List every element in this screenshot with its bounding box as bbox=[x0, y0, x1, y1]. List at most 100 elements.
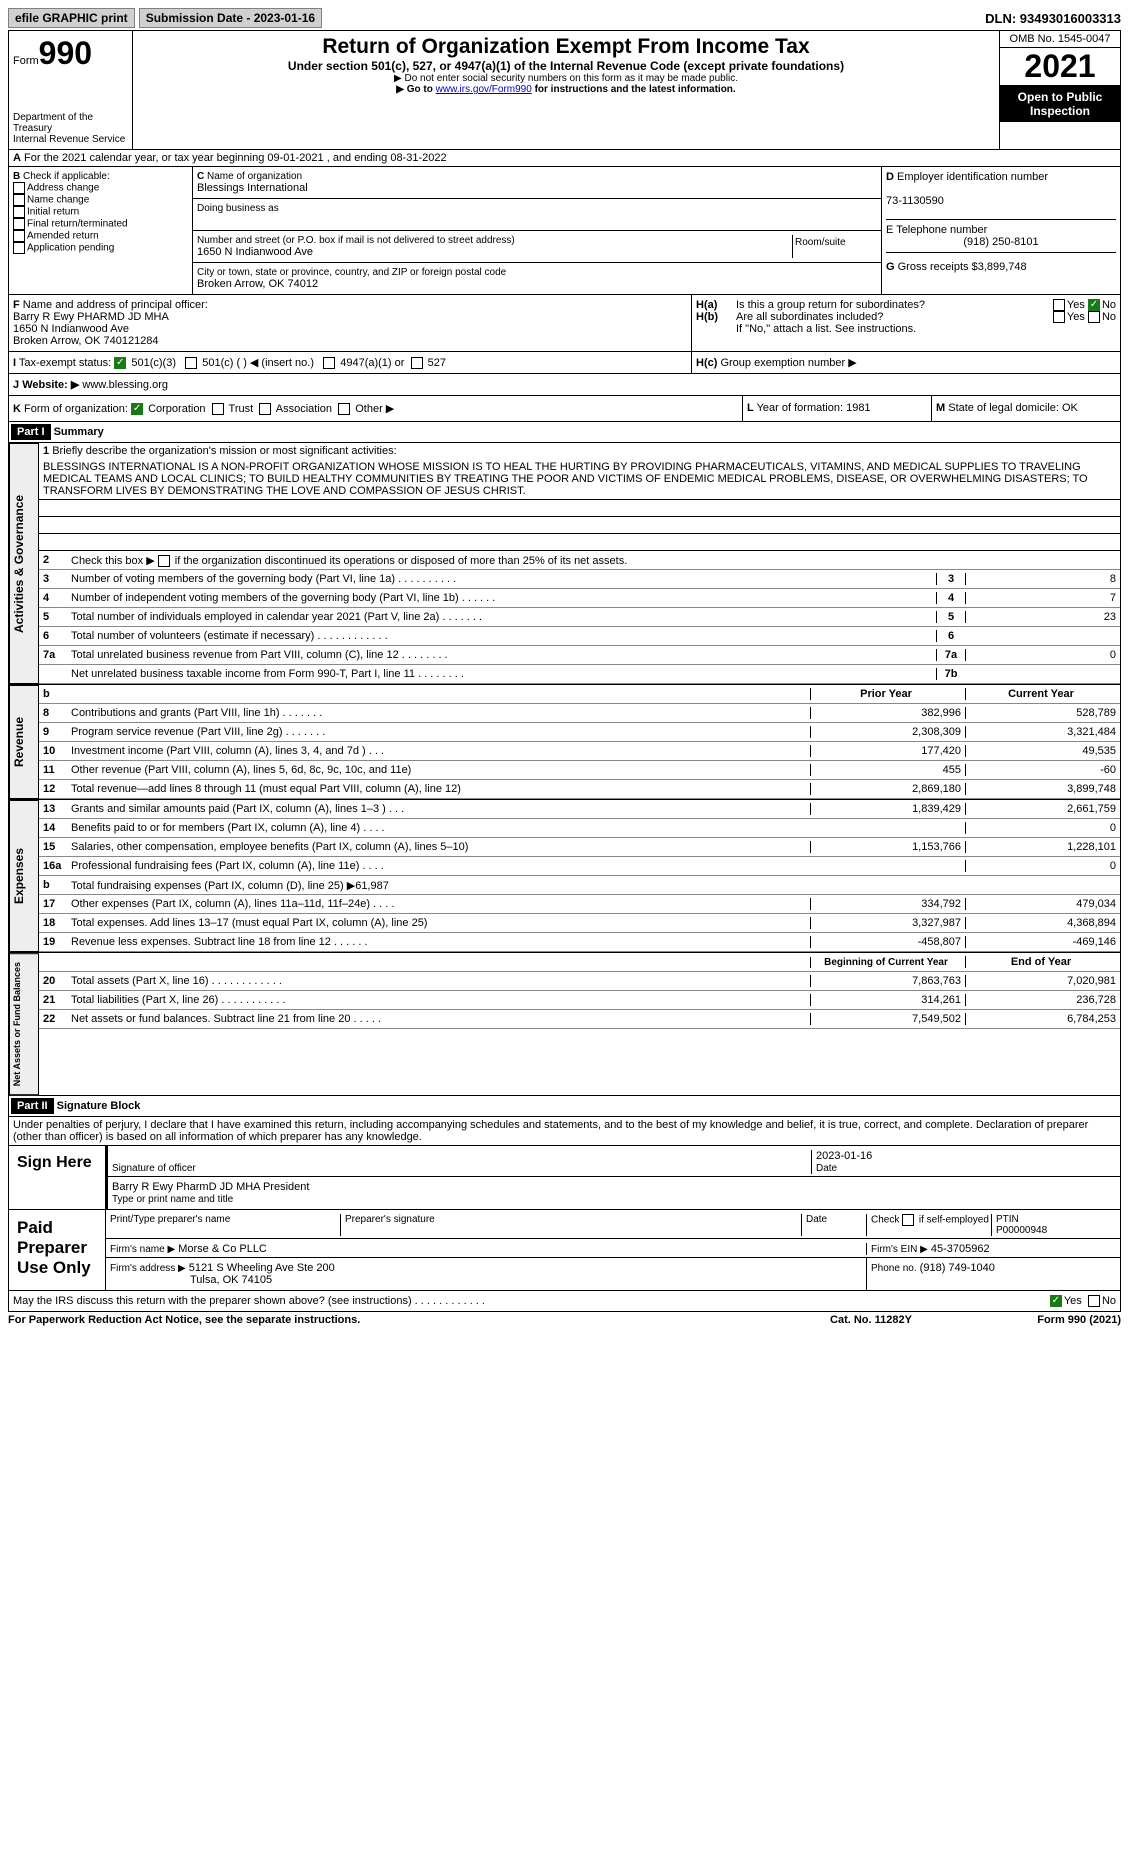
tax-year: 2021 bbox=[1000, 48, 1120, 86]
phone-label: E Telephone number bbox=[886, 224, 987, 236]
firm-addr2: Tulsa, OK 74105 bbox=[110, 1274, 272, 1286]
opt-final-return: Final return/terminated bbox=[27, 219, 128, 230]
org-name-label: Name of organization bbox=[207, 171, 302, 182]
no-label: No bbox=[1102, 299, 1116, 311]
preparer-sig-hdr: Preparer's signature bbox=[341, 1214, 802, 1236]
f-label: F bbox=[13, 299, 20, 311]
room-suite-label: Room/suite bbox=[792, 235, 877, 258]
tab-activities: Activities & Governance bbox=[9, 443, 39, 684]
part-i-label: Part I bbox=[11, 424, 51, 440]
h-c-text: Group exemption number ▶ bbox=[720, 357, 856, 369]
g-label: G bbox=[886, 261, 895, 273]
dln: DLN: 93493016003313 bbox=[985, 11, 1121, 26]
form-foot: Form 990 (2021) bbox=[971, 1314, 1121, 1326]
part-i-header: Part I Summary bbox=[8, 422, 1121, 443]
opt-name-change: Name change bbox=[27, 195, 89, 206]
ein-label: Employer identification number bbox=[897, 171, 1048, 183]
cat-no: Cat. No. 11282Y bbox=[771, 1314, 971, 1326]
mission-label: Briefly describe the organization's miss… bbox=[52, 445, 396, 457]
city-label: City or town, state or province, country… bbox=[197, 267, 877, 278]
sign-here-block: Sign Here Signature of officer2023-01-16… bbox=[8, 1146, 1121, 1210]
firm-name: Morse & Co PLLC bbox=[178, 1243, 267, 1255]
form-number: 990 bbox=[39, 35, 92, 71]
footer: For Paperwork Reduction Act Notice, see … bbox=[8, 1312, 1121, 1326]
dept-treasury: Department of the Treasury bbox=[13, 112, 128, 134]
part-ii-header: Part II Signature Block bbox=[8, 1096, 1121, 1117]
top-bar: efile GRAPHIC print Submission Date - 20… bbox=[8, 8, 1121, 28]
opt-527: 527 bbox=[428, 357, 446, 369]
preparer-date-hdr: Date bbox=[802, 1214, 867, 1236]
firm-name-label: Firm's name ▶ bbox=[110, 1244, 175, 1255]
opt-address-change: Address change bbox=[27, 183, 99, 194]
form-title: Return of Organization Exempt From Incom… bbox=[137, 35, 995, 59]
part-ii-label: Part II bbox=[11, 1098, 54, 1114]
discuss-text: May the IRS discuss this return with the… bbox=[13, 1295, 1050, 1307]
dba-label: Doing business as bbox=[197, 203, 877, 214]
section-j: J Website: ▶ www.blessing.org bbox=[8, 374, 1121, 396]
opt-assoc: Association bbox=[276, 403, 332, 415]
ein-value: 73-1130590 bbox=[886, 195, 944, 207]
tax-exempt-label: Tax-exempt status: bbox=[19, 357, 111, 369]
omb-number: OMB No. 1545-0047 bbox=[1000, 31, 1120, 48]
ptin-value: P00000948 bbox=[996, 1225, 1047, 1236]
begin-year-hdr: Beginning of Current Year bbox=[810, 957, 965, 968]
h-a-text: Is this a group return for subordinates? bbox=[736, 299, 1053, 311]
irs-link[interactable]: www.irs.gov/Form990 bbox=[436, 84, 532, 95]
note-goto: ▶ Go to bbox=[396, 84, 435, 95]
opt-trust: Trust bbox=[229, 403, 254, 415]
org-address: 1650 N Indianwood Ave bbox=[197, 246, 313, 258]
officer-label: Name and address of principal officer: bbox=[23, 299, 208, 311]
part-ii-title: Signature Block bbox=[57, 1100, 141, 1112]
note-ssn: ▶ Do not enter social security numbers o… bbox=[137, 73, 995, 84]
sig-officer-label: Signature of officer bbox=[112, 1163, 196, 1174]
preparer-name-hdr: Print/Type preparer's name bbox=[110, 1214, 341, 1236]
firm-addr1: 5121 S Wheeling Ave Ste 200 bbox=[189, 1262, 335, 1274]
opt-pending: Application pending bbox=[27, 243, 114, 254]
note-instructions: for instructions and the latest informat… bbox=[532, 84, 736, 95]
check-applicable-label: Check if applicable: bbox=[23, 171, 110, 182]
perjury-text: Under penalties of perjury, I declare th… bbox=[8, 1117, 1121, 1146]
website-value: www.blessing.org bbox=[82, 379, 168, 391]
yes-label: Yes bbox=[1067, 299, 1085, 311]
section-fh: F Name and address of principal officer:… bbox=[8, 295, 1121, 352]
end-year-hdr: End of Year bbox=[965, 956, 1120, 968]
sign-here-label: Sign Here bbox=[9, 1146, 105, 1209]
phone-value: (918) 250-8101 bbox=[886, 236, 1116, 248]
expenses-section: Expenses 13Grants and similar amounts pa… bbox=[8, 800, 1121, 953]
state-domicile-label: State of legal domicile: bbox=[948, 402, 1059, 414]
sig-name-label: Type or print name and title bbox=[112, 1194, 233, 1205]
self-employed: Check if self-employed bbox=[867, 1214, 992, 1236]
officer-addr2: Broken Arrow, OK 740121284 bbox=[13, 335, 159, 347]
opt-amended: Amended return bbox=[27, 231, 99, 242]
org-name: Blessings International bbox=[197, 182, 308, 194]
tab-revenue: Revenue bbox=[9, 685, 39, 799]
opt-corp: Corporation bbox=[148, 403, 205, 415]
firm-addr-label: Firm's address ▶ bbox=[110, 1263, 186, 1274]
opt-501c: 501(c) ( ) ◀ (insert no.) bbox=[202, 357, 314, 369]
form-org-label: Form of organization: bbox=[24, 403, 128, 415]
net-assets-section: Net Assets or Fund Balances Beginning of… bbox=[8, 953, 1121, 1096]
firm-phone: (918) 749-1040 bbox=[920, 1262, 995, 1274]
tax-year-range: For the 2021 calendar year, or tax year … bbox=[24, 152, 447, 164]
addr-label: Number and street (or P.O. box if mail i… bbox=[197, 235, 792, 246]
firm-ein: 45-3705962 bbox=[931, 1243, 990, 1255]
efile-button[interactable]: efile GRAPHIC print bbox=[8, 8, 135, 28]
revenue-section: Revenue bPrior YearCurrent Year 8Contrib… bbox=[8, 685, 1121, 800]
form-label: Form bbox=[13, 55, 39, 67]
tab-expenses: Expenses bbox=[9, 800, 39, 952]
firm-phone-label: Phone no. bbox=[871, 1263, 917, 1274]
submission-date-button[interactable]: Submission Date - 2023-01-16 bbox=[139, 8, 322, 28]
line-2-text: Check this box ▶ if the organization dis… bbox=[71, 555, 627, 567]
opt-4947: 4947(a)(1) or bbox=[340, 357, 404, 369]
h-b-text: Are all subordinates included? bbox=[736, 311, 1053, 323]
gross-receipts: 3,899,748 bbox=[978, 261, 1027, 273]
pra-notice: For Paperwork Reduction Act Notice, see … bbox=[8, 1314, 771, 1326]
ptin-label: PTIN bbox=[996, 1214, 1019, 1225]
paid-preparer-block: Paid Preparer Use Only Print/Type prepar… bbox=[8, 1210, 1121, 1291]
part-i-title: Summary bbox=[54, 426, 104, 438]
website-label: Website: ▶ bbox=[22, 379, 79, 391]
section-klm: K Form of organization: ✓ Corporation Tr… bbox=[8, 396, 1121, 422]
firm-ein-label: Firm's EIN ▶ bbox=[871, 1244, 928, 1255]
sig-date-label: Date bbox=[816, 1163, 837, 1174]
state-domicile: OK bbox=[1062, 402, 1078, 414]
